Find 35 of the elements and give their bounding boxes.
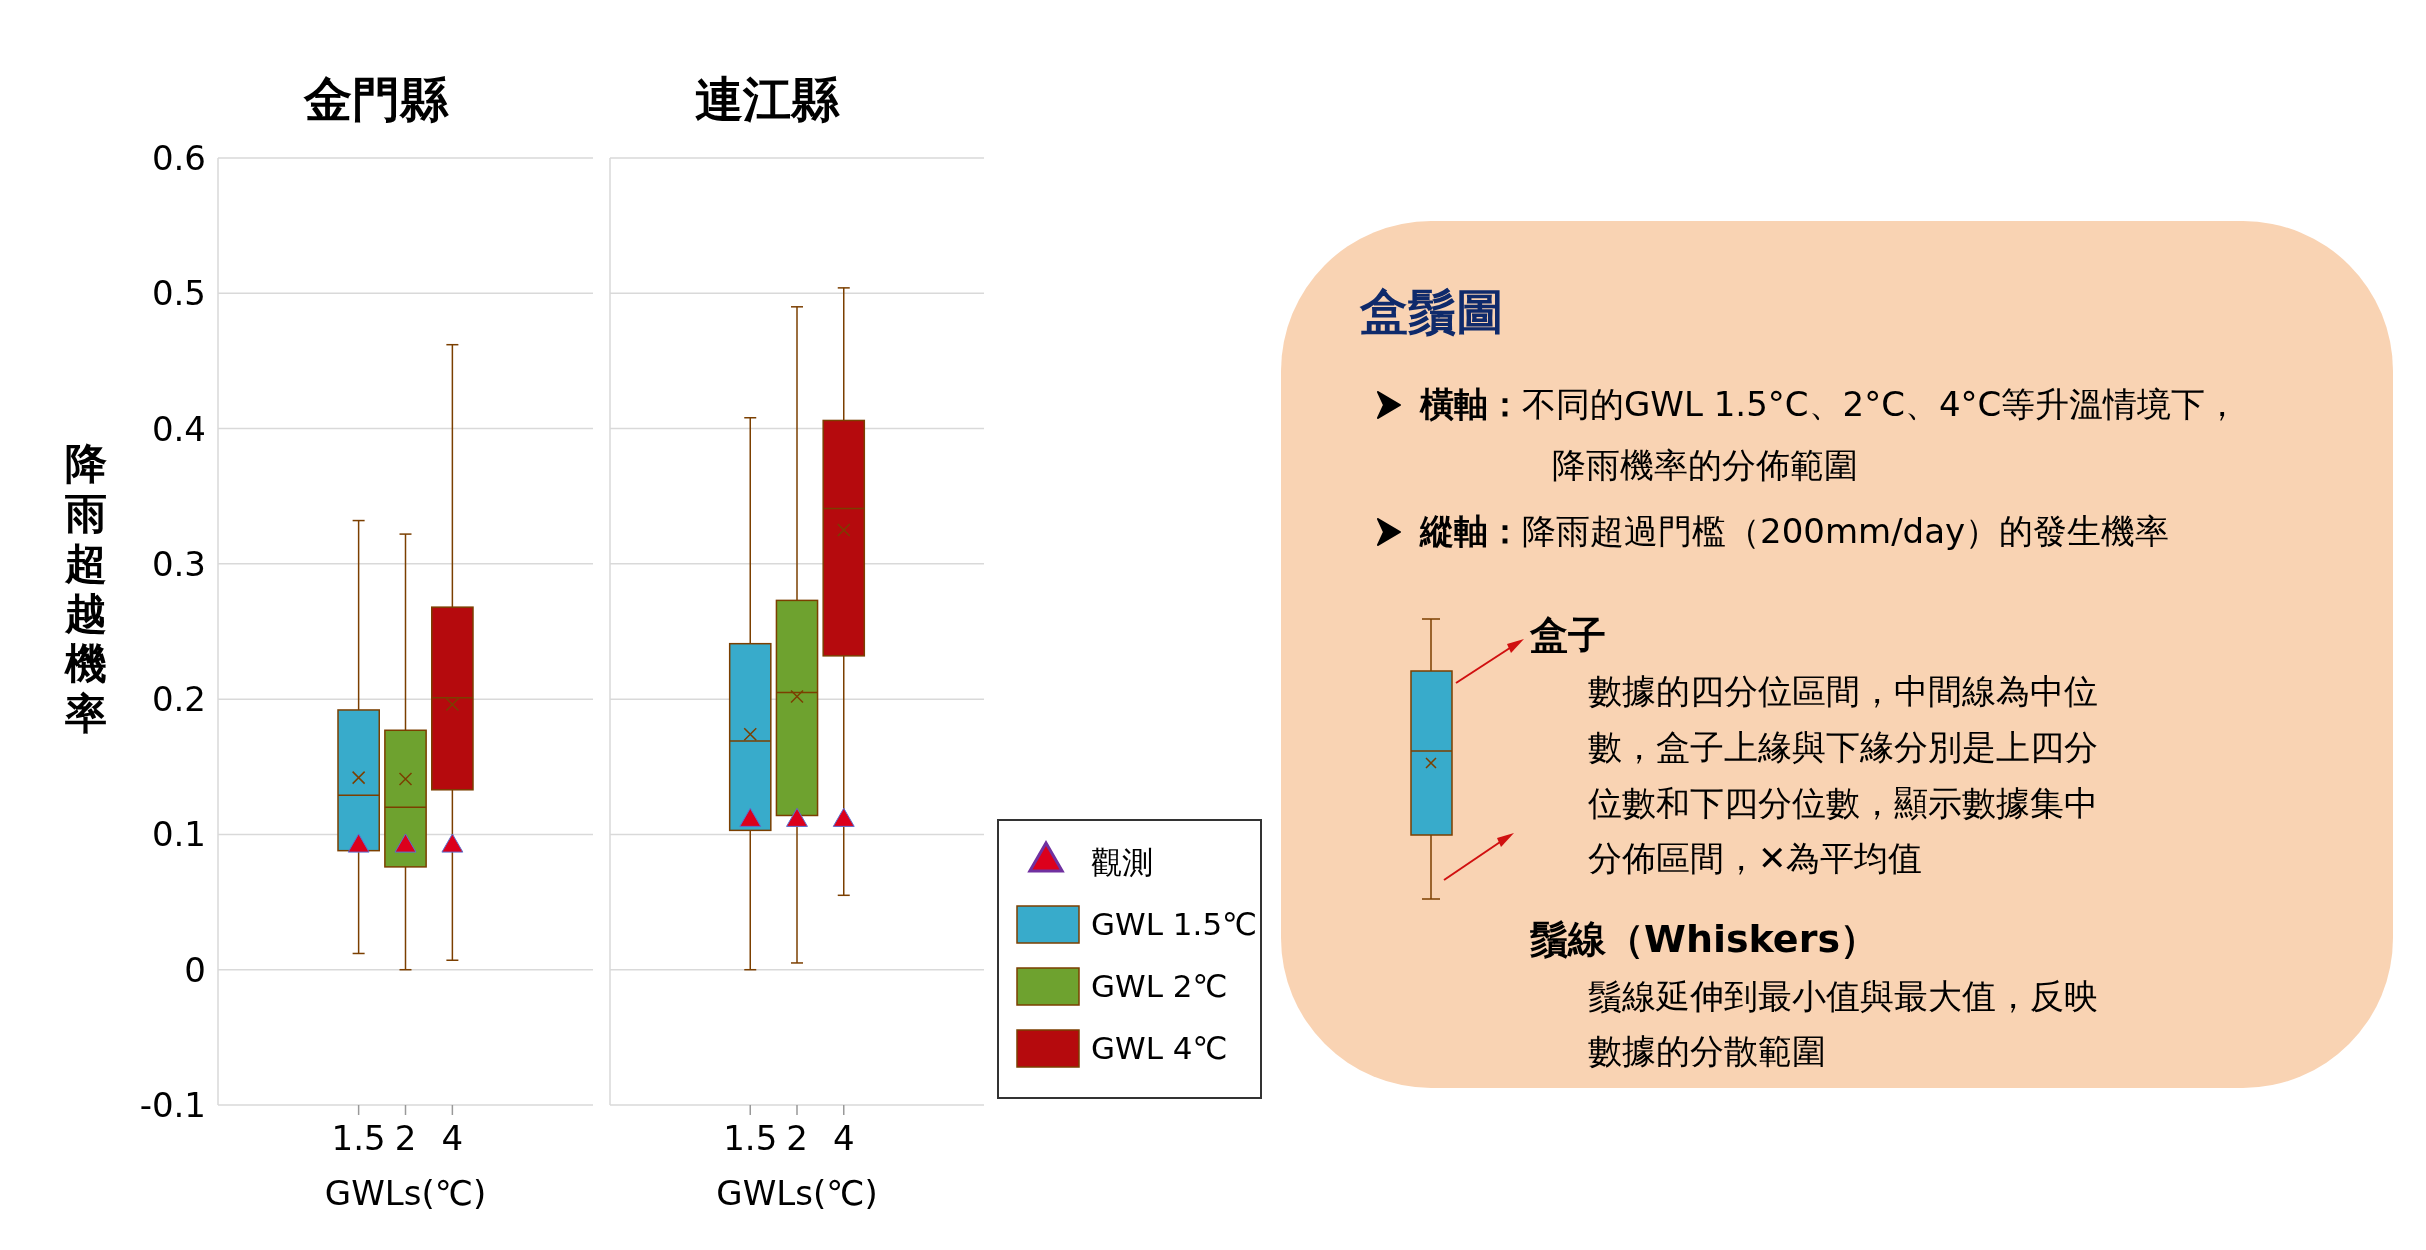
x-tick-label: 1.5 <box>331 1118 386 1158</box>
text: 數，盒子上緣與下緣分別是上四分 <box>1588 727 2098 767</box>
y-tick-label: 0.6 <box>151 138 206 178</box>
text: 盒鬚圖 <box>1359 283 1504 339</box>
chart-title: 金門縣 <box>302 71 449 127</box>
y-tick-label: 0.1 <box>151 814 206 855</box>
y-tick-label: 0 <box>184 949 206 990</box>
text: 分佈區間，✕為平均值 <box>1588 838 1923 878</box>
legend-label: GWL 2℃ <box>1091 968 1228 1004</box>
legend-label: GWL 1.5℃ <box>1091 906 1257 942</box>
x-tick-label: 1.5 <box>723 1118 778 1158</box>
text: 鬚線（Whiskers） <box>1530 917 1878 961</box>
y-tick-label: 0.4 <box>151 408 206 449</box>
y-tick-label: 0.5 <box>151 273 206 314</box>
text: 降雨機率的分佈範圍 <box>1552 445 1858 485</box>
chart-title: 連江縣 <box>695 71 840 127</box>
y-axis-title: 降雨超越機率 <box>64 439 107 738</box>
x-tick-label: 2 <box>394 1118 417 1158</box>
text: 位數和下四分位數，顯示數據集中 <box>1588 783 2098 823</box>
y-tick-label: 0.3 <box>151 543 206 584</box>
text: 盒子 <box>1529 613 1606 657</box>
x-axis-title: GWLs(℃) <box>324 1173 487 1213</box>
y-tick-label: 0.2 <box>151 679 206 720</box>
x-tick-label: 4 <box>832 1118 855 1158</box>
text: 橫軸：不同的GWL 1.5°C、2°C、4°C等升溫情境下， <box>1419 384 2240 424</box>
legend-label: 觀測 <box>1091 844 1153 880</box>
y-tick-label: -0.1 <box>139 1085 206 1125</box>
text: 鬚線延伸到最小值與最大值，反映 <box>1588 976 2098 1016</box>
text: 縱軸：降雨超過門檻（200mm/day）的發生機率 <box>1419 511 2170 551</box>
legend-label: GWL 4℃ <box>1091 1030 1228 1066</box>
x-tick-label: 4 <box>441 1118 464 1158</box>
text: 數據的分散範圍 <box>1588 1031 1826 1071</box>
text: 數據的四分位區間，中間線為中位 <box>1588 671 2098 711</box>
x-axis-title: GWLs(℃) <box>716 1173 878 1213</box>
x-tick-label: 2 <box>786 1118 808 1158</box>
